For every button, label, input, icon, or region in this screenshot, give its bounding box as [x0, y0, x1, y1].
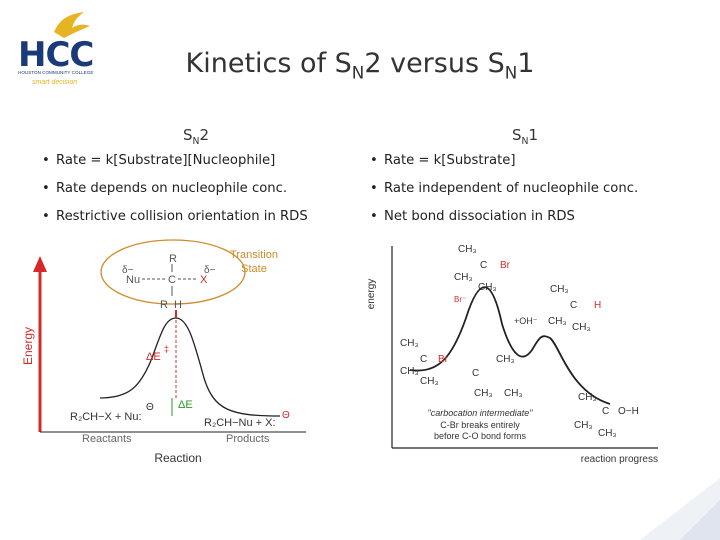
ts-label-line1: Transition — [230, 249, 278, 261]
reactants-label: Reactants — [82, 433, 132, 445]
product-ch3-b: CH₃ — [598, 428, 617, 439]
products-charge: Θ — [282, 410, 290, 421]
carbocation-br2: Br — [438, 354, 449, 365]
intermediate-c: C — [472, 368, 479, 379]
reactant-ch3-top: CH₃ — [458, 244, 477, 255]
ts2-ch3-top: CH₃ — [550, 284, 569, 295]
ts-center-c: C — [168, 274, 176, 286]
sn1-heading: SN1 — [512, 126, 539, 147]
ts-top-r: R — [169, 253, 177, 265]
ts-left-charge: δ− — [122, 265, 134, 276]
activation-energy-label: ΔE — [146, 351, 161, 363]
ts2-ch3b: CH₃ — [572, 322, 591, 333]
activation-energy-mark: ‡ — [164, 344, 169, 354]
energy-axis-arrowhead — [33, 256, 47, 272]
logo-subtitle: HOUSTON COMMUNITY COLLEGE — [18, 70, 93, 75]
reactant-ch3-mid: CH₃ — [454, 272, 473, 283]
sn1-bullet-list: Rate = k[Substrate] Rate independent of … — [370, 152, 638, 236]
transition-state-ellipse — [100, 239, 246, 305]
intermediate-label: "carbocation intermediate" — [428, 408, 534, 418]
sn1-bullet: Rate independent of nucleophile conc. — [370, 180, 638, 208]
slide-title: Kinetics of SN2 versus SN1 — [185, 48, 535, 83]
eagle-icon — [54, 12, 90, 38]
sn2-heading: SN2 — [183, 126, 210, 147]
sn2-bullet: Rate depends on nucleophile conc. — [42, 180, 308, 208]
sn1-energy-diagram: energy reaction progress CH₃ C Br CH₃ CH… — [366, 244, 658, 465]
carbocation-ch3-right: CH₃ — [420, 376, 439, 387]
ts2-oh: +OH⁻ — [514, 316, 538, 326]
reactant-br: Br — [500, 260, 511, 271]
products-label: Products — [226, 433, 270, 445]
ts-label-line2: State — [241, 263, 267, 275]
reactant-ch3-bot: CH₃ — [478, 282, 497, 293]
product-ch3-top: CH₃ — [578, 392, 597, 403]
product-c: C — [602, 406, 609, 417]
logo-tagline: smart decision — [32, 79, 77, 86]
delta-e-label: ΔE — [178, 399, 193, 411]
ts2-ch3: CH₃ — [548, 316, 567, 327]
carbocation-br: Br⁻ — [454, 295, 466, 304]
sn1-progress-axis-label: reaction progress — [581, 454, 658, 465]
sn1-energy-axis-label: energy — [366, 279, 377, 310]
intermediate-ch3-top: CH₃ — [496, 354, 515, 365]
carbocation-c: C — [420, 354, 427, 365]
sn2-bullet-list: Rate = k[Substrate][Nucleophile] Rate de… — [42, 152, 308, 236]
carbocation-ch3-left: CH₃ — [400, 338, 419, 349]
ts-leaving: X — [200, 274, 208, 286]
ts-right-charge: δ− — [204, 265, 216, 276]
intermediate-note-2: before C-O bond forms — [434, 431, 527, 441]
ts-nu: Nu — [126, 274, 140, 286]
ts2-c: C — [570, 300, 577, 311]
intermediate-note-1: C-Br breaks entirely — [440, 420, 520, 430]
logo-letters: HCC — [18, 35, 93, 75]
sn2-energy-curve — [99, 317, 281, 417]
intermediate-ch3-l: CH₃ — [474, 388, 493, 399]
reactant-c: C — [480, 260, 487, 271]
product-ch3-l: CH₃ — [574, 420, 593, 431]
carbocation-ch3-bot: CH₃ — [400, 366, 419, 377]
sn1-bullet: Rate = k[Substrate] — [370, 152, 638, 180]
sn2-bullet: Rate = k[Substrate][Nucleophile] — [42, 152, 308, 180]
energy-axis-label: Energy — [21, 327, 35, 365]
reactants-charge: Θ — [146, 402, 154, 413]
product-oh: O−H — [618, 406, 639, 417]
reactants-formula: R₂CH−X + Nu: — [70, 411, 142, 423]
ts-bottom: R H — [160, 299, 182, 311]
sn1-bullet: Net bond dissociation in RDS — [370, 208, 638, 236]
hcc-logo: HCC HOUSTON COMMUNITY COLLEGE smart deci… — [18, 12, 94, 86]
intermediate-ch3-r: CH₃ — [504, 388, 523, 399]
decorative-corner-bar — [640, 478, 720, 540]
products-formula: R₂CH−Nu + X: — [204, 417, 276, 429]
sn2-energy-diagram: Energy Reaction R δ− Nu C δ− X R H Trans… — [21, 239, 306, 465]
reaction-axis-label: Reaction — [154, 451, 201, 465]
ts2-h: H — [594, 300, 601, 311]
sn1-energy-curve — [409, 286, 611, 405]
sn2-bullet: Restrictive collision orientation in RDS — [42, 208, 308, 236]
